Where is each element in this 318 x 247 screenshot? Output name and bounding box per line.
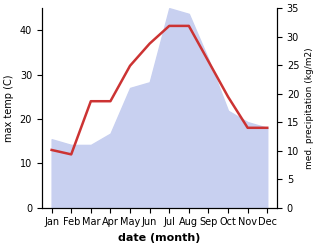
- Y-axis label: max temp (C): max temp (C): [4, 74, 14, 142]
- X-axis label: date (month): date (month): [118, 233, 201, 243]
- Y-axis label: med. precipitation (kg/m2): med. precipitation (kg/m2): [305, 47, 314, 169]
